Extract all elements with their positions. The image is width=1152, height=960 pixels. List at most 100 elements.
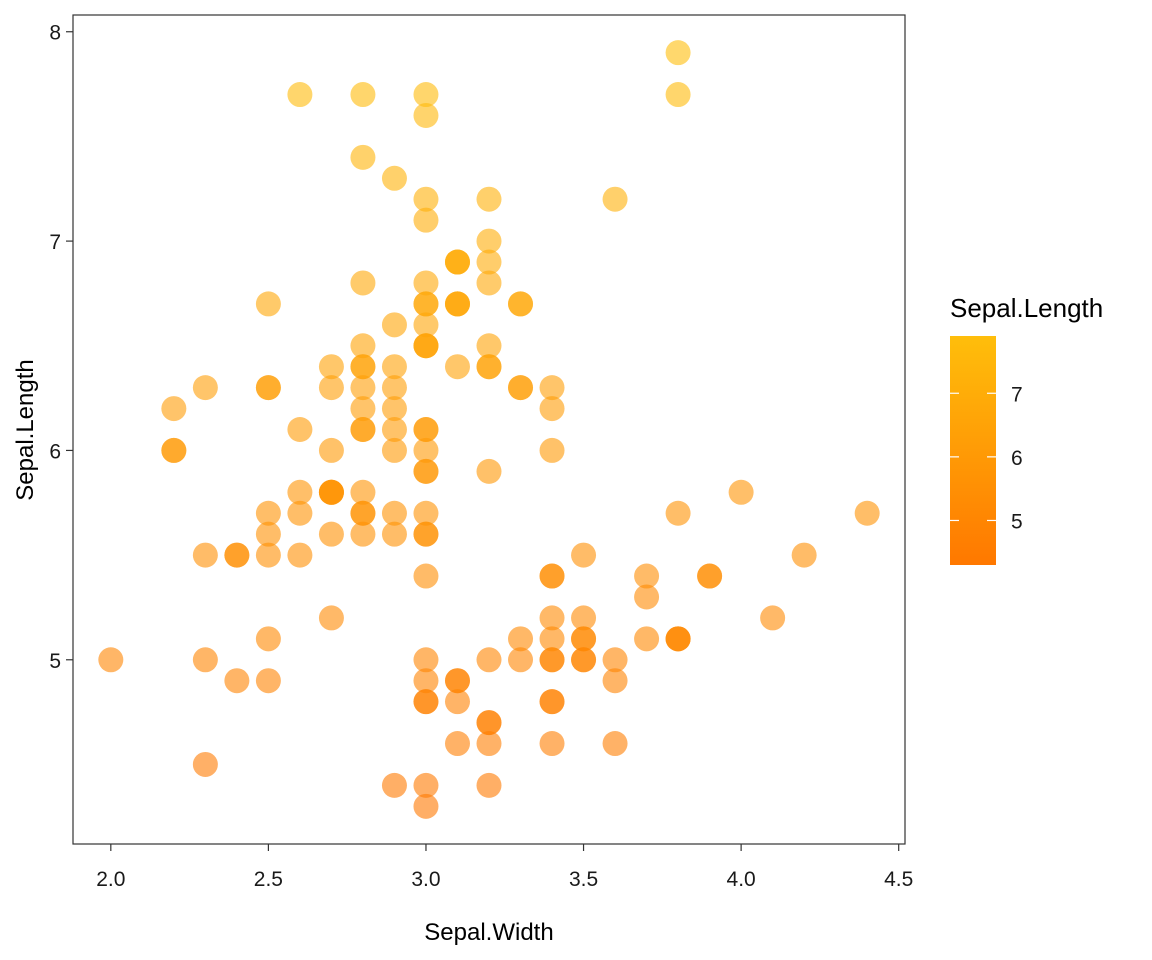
scatter-point: [760, 605, 786, 631]
y-tick-label: 7: [49, 231, 61, 254]
scatter-point: [634, 584, 660, 610]
scatter-point: [255, 375, 281, 401]
scatter-point: [728, 479, 754, 505]
scatter-point: [571, 626, 597, 652]
scatter-point: [539, 605, 565, 631]
scatter-point: [413, 270, 439, 296]
scatter-point: [665, 82, 691, 108]
scatter-point: [413, 458, 439, 484]
legend-title: Sepal.Length: [950, 293, 1103, 323]
scatter-point: [350, 521, 376, 547]
scatter-point: [413, 291, 439, 317]
scatter-point: [381, 500, 407, 526]
scatter-point: [476, 647, 502, 673]
scatter-point: [161, 437, 187, 463]
x-axis-title: Sepal.Width: [424, 919, 553, 946]
scatter-point: [413, 333, 439, 359]
color-legend: Sepal.Length 5 6 7: [950, 293, 1103, 565]
y-tick-label: 8: [49, 22, 61, 45]
legend-ticks: 5 6 7: [950, 383, 1023, 533]
scatter-point: [571, 605, 597, 631]
scatter-point: [665, 626, 691, 652]
scatter-point: [413, 102, 439, 128]
scatter-point: [634, 563, 660, 589]
scatter-point: [697, 563, 723, 589]
x-tick-label: 3.0: [411, 868, 440, 891]
scatter-point: [350, 82, 376, 108]
scatter-point: [571, 647, 597, 673]
scatter-point: [381, 312, 407, 338]
scatter-point: [255, 626, 281, 652]
scatter-point: [665, 40, 691, 66]
scatter-point: [413, 521, 439, 547]
y-tick-label: 6: [49, 440, 61, 463]
scatter-point: [192, 751, 218, 777]
x-tick-label: 4.5: [884, 868, 913, 891]
x-axis: 2.0 2.5 3.0 3.5 4.0 4.5: [96, 844, 913, 891]
scatter-point: [381, 354, 407, 380]
scatter-point: [350, 417, 376, 442]
scatter-point: [287, 542, 313, 568]
scatter-point: [539, 396, 565, 422]
scatter-point: [413, 668, 439, 694]
scatter-point: [508, 647, 534, 673]
legend-tick-label: 6: [1011, 447, 1023, 470]
scatter-point: [476, 333, 502, 359]
scatter-point: [318, 479, 344, 505]
scatter-point: [665, 500, 691, 526]
scatter-point: [381, 396, 407, 422]
scatter-point: [413, 563, 439, 589]
scatter-point: [381, 521, 407, 547]
legend-tick-label: 7: [1011, 383, 1023, 406]
scatter-point: [413, 186, 439, 212]
scatter-point: [413, 207, 439, 233]
scatter-point: [854, 500, 880, 526]
scatter-point: [602, 647, 628, 673]
scatter-point: [476, 249, 502, 275]
scatter-point: [287, 500, 313, 526]
scatter-point: [318, 437, 344, 463]
scatter-point: [602, 186, 628, 212]
scatter-point: [508, 291, 534, 317]
scatter-point: [381, 165, 407, 191]
scatter-point: [539, 647, 565, 673]
scatter-point: [413, 793, 439, 819]
scatter-point: [318, 605, 344, 631]
scatter-point: [350, 500, 376, 526]
scatter-point: [413, 82, 439, 108]
scatter-point: [539, 689, 565, 715]
scatter-point: [476, 270, 502, 296]
scatter-point: [476, 186, 502, 212]
scatter-point: [192, 375, 218, 401]
scatter-point: [413, 417, 439, 442]
scatter-point: [539, 626, 565, 652]
scatter-point: [413, 312, 439, 338]
scatter-point: [444, 291, 470, 317]
scatter-point: [476, 772, 502, 798]
y-axis: 5 6 7 8: [49, 22, 73, 673]
scatter-point: [476, 710, 502, 736]
scatter-point: [413, 500, 439, 526]
scatter-point: [255, 521, 281, 547]
x-tick-label: 4.0: [727, 868, 756, 891]
scatter-point: [413, 437, 439, 463]
x-tick-label: 2.5: [254, 868, 283, 891]
scatter-point: [444, 249, 470, 275]
scatter-point: [287, 417, 313, 442]
scatter-point: [350, 270, 376, 296]
scatter-point: [350, 144, 376, 170]
scatter-point: [255, 542, 281, 568]
scatter-point: [476, 228, 502, 254]
scatter-point: [255, 500, 281, 526]
scatter-point: [539, 375, 565, 401]
scatter-point: [571, 542, 597, 568]
scatter-point: [444, 689, 470, 715]
scatter-point: [791, 542, 817, 568]
scatter-point: [602, 668, 628, 694]
scatter-point: [381, 375, 407, 401]
scatter-point: [98, 647, 124, 673]
scatter-point: [476, 354, 502, 380]
scatter-point: [161, 396, 187, 422]
scatter-point: [318, 521, 344, 547]
x-tick-label: 3.5: [569, 868, 598, 891]
